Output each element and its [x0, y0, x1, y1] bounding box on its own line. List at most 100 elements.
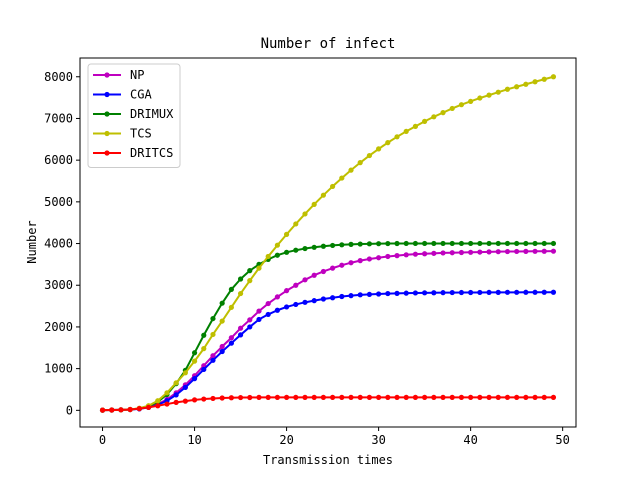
data-point-dritcs [228, 395, 234, 401]
x-tick-label: 40 [463, 433, 477, 447]
series-layer [99, 74, 557, 413]
data-point-cga [256, 316, 262, 323]
data-point-tcs [265, 253, 271, 260]
data-point-tcs [348, 167, 354, 173]
data-point-tcs [495, 89, 501, 95]
data-point-dritcs [293, 394, 299, 400]
data-point-drimux [514, 240, 520, 247]
data-point-np [330, 265, 336, 271]
data-point-drimux [458, 240, 465, 247]
series-line-np [102, 250, 554, 412]
data-point-tcs [283, 231, 290, 237]
data-point-drimux [293, 247, 299, 253]
data-point-dritcs [109, 407, 115, 413]
data-point-tcs [523, 81, 529, 87]
data-point-np [504, 248, 511, 255]
data-point-cga [228, 340, 234, 346]
data-point-tcs [458, 102, 465, 108]
data-point-drimux [348, 241, 354, 247]
data-point-dritcs [403, 394, 409, 400]
data-point-dritcs [422, 394, 428, 400]
legend-label-cga: CGA [130, 88, 152, 102]
data-point-tcs [293, 221, 299, 227]
data-point-dritcs [265, 394, 271, 400]
data-point-dritcs [477, 394, 483, 400]
data-point-tcs [403, 128, 409, 134]
data-point-cga [274, 307, 280, 313]
data-point-np [468, 249, 474, 255]
data-point-tcs [532, 79, 538, 85]
x-tick-label: 10 [187, 433, 201, 447]
data-point-tcs [431, 114, 437, 120]
data-point-drimux [550, 240, 557, 247]
data-point-dritcs [118, 407, 124, 413]
data-point-cga [302, 299, 308, 305]
y-tick-label: 7000 [44, 111, 73, 125]
data-point-drimux [495, 240, 501, 247]
data-point-cga [311, 298, 317, 304]
data-point-dritcs [541, 394, 547, 400]
data-point-tcs [449, 105, 455, 112]
data-point-np [219, 343, 225, 350]
data-point-tcs [339, 175, 345, 181]
data-point-cga [283, 304, 290, 310]
legend-marker-dritcs [104, 150, 110, 156]
data-point-np [458, 249, 465, 256]
data-point-cga [201, 366, 207, 373]
data-point-tcs [468, 98, 474, 104]
data-point-cga [495, 289, 501, 295]
data-point-dritcs [136, 406, 142, 412]
data-point-drimux [302, 245, 308, 252]
legend-label-dritcs: DRITCS [130, 146, 173, 160]
data-point-dritcs [449, 394, 455, 400]
data-point-dritcs [164, 401, 170, 407]
data-point-dritcs [339, 394, 345, 400]
data-point-dritcs [523, 394, 529, 400]
data-point-drimux [283, 249, 290, 255]
data-point-drimux [412, 240, 419, 247]
data-point-np [376, 255, 382, 261]
legend-marker-np [104, 72, 110, 78]
data-point-tcs [550, 74, 557, 80]
data-point-np [550, 248, 557, 254]
x-tick-label: 30 [371, 433, 385, 447]
data-point-cga [440, 290, 446, 296]
data-point-dritcs [283, 394, 290, 400]
data-point-dritcs [145, 404, 152, 410]
x-axis-label: Transmission times [263, 453, 393, 467]
data-point-dritcs [201, 396, 207, 402]
data-point-tcs [155, 398, 161, 404]
legend-box [87, 63, 181, 168]
data-point-dritcs [247, 394, 253, 401]
data-point-drimux [394, 240, 400, 247]
data-point-dritcs [191, 397, 198, 403]
data-point-np [320, 268, 326, 275]
legend-marker-drimux [104, 111, 110, 117]
data-point-drimux [330, 242, 336, 249]
data-point-np [403, 252, 409, 258]
data-point-cga [523, 289, 529, 295]
data-point-dritcs [320, 394, 326, 400]
data-point-tcs [385, 140, 391, 146]
data-point-tcs [237, 290, 244, 297]
data-point-np [385, 253, 391, 260]
data-point-np [394, 253, 400, 259]
data-point-cga [210, 357, 216, 363]
y-tick-label: 4000 [44, 237, 73, 251]
data-point-cga [486, 289, 492, 296]
data-point-cga [477, 289, 483, 296]
data-point-drimux [440, 240, 446, 247]
data-point-dritcs [504, 394, 511, 400]
data-point-drimux [219, 300, 225, 306]
legend-marker-cga [104, 91, 110, 98]
data-point-tcs [394, 134, 400, 140]
chart-title: Number of infect [261, 36, 396, 52]
data-point-drimux [431, 240, 437, 247]
data-point-dritcs [458, 394, 465, 400]
series-line-drimux [102, 242, 554, 412]
y-tick-label: 0 [66, 403, 73, 417]
data-point-np [486, 249, 492, 255]
data-point-dritcs [385, 394, 391, 400]
